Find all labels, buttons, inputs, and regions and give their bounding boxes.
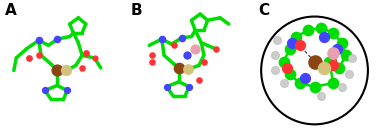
Point bbox=[321, 67, 327, 69]
Point bbox=[342, 54, 349, 56]
Point bbox=[54, 69, 60, 72]
Point bbox=[63, 69, 69, 72]
Text: C: C bbox=[259, 3, 270, 18]
Point bbox=[318, 27, 324, 29]
Point bbox=[297, 44, 303, 46]
Point bbox=[201, 61, 207, 63]
Point bbox=[280, 82, 287, 84]
Point bbox=[64, 89, 70, 92]
Point bbox=[293, 36, 299, 38]
Text: A: A bbox=[5, 3, 17, 18]
Point bbox=[36, 39, 42, 41]
Point bbox=[272, 54, 278, 56]
Point bbox=[176, 67, 182, 69]
Point bbox=[339, 86, 345, 88]
Point bbox=[336, 67, 342, 69]
Point bbox=[346, 73, 352, 75]
Point bbox=[272, 69, 278, 72]
Point bbox=[327, 61, 333, 63]
Point bbox=[164, 86, 170, 88]
Point bbox=[318, 95, 324, 97]
Point bbox=[42, 89, 48, 92]
Point bbox=[26, 57, 32, 59]
Point bbox=[186, 86, 192, 88]
Point bbox=[149, 54, 155, 56]
Point bbox=[330, 82, 336, 84]
Point bbox=[36, 54, 42, 56]
Point bbox=[330, 52, 336, 54]
Point bbox=[79, 67, 85, 69]
Point bbox=[289, 42, 295, 44]
Point bbox=[54, 38, 60, 40]
Point bbox=[339, 42, 345, 44]
Point bbox=[280, 61, 287, 63]
Point bbox=[330, 64, 336, 67]
Point bbox=[196, 79, 202, 82]
Point bbox=[287, 48, 293, 50]
Text: B: B bbox=[131, 3, 142, 18]
Point bbox=[178, 37, 184, 39]
Point bbox=[274, 39, 280, 41]
Point bbox=[171, 44, 177, 46]
Point bbox=[91, 57, 98, 59]
Point bbox=[311, 86, 318, 88]
Point bbox=[311, 61, 318, 63]
Point bbox=[83, 52, 89, 54]
Point bbox=[192, 48, 198, 50]
Point bbox=[321, 36, 327, 38]
Point bbox=[159, 38, 165, 40]
Point bbox=[287, 73, 293, 75]
Point bbox=[213, 48, 219, 50]
Point bbox=[185, 68, 191, 70]
Point bbox=[349, 57, 355, 59]
Point bbox=[297, 82, 303, 84]
Point bbox=[330, 32, 336, 34]
Point bbox=[302, 77, 308, 79]
Point bbox=[305, 29, 311, 31]
Point bbox=[183, 54, 189, 56]
Point bbox=[334, 48, 340, 50]
Point bbox=[149, 61, 155, 63]
Point bbox=[284, 67, 290, 69]
